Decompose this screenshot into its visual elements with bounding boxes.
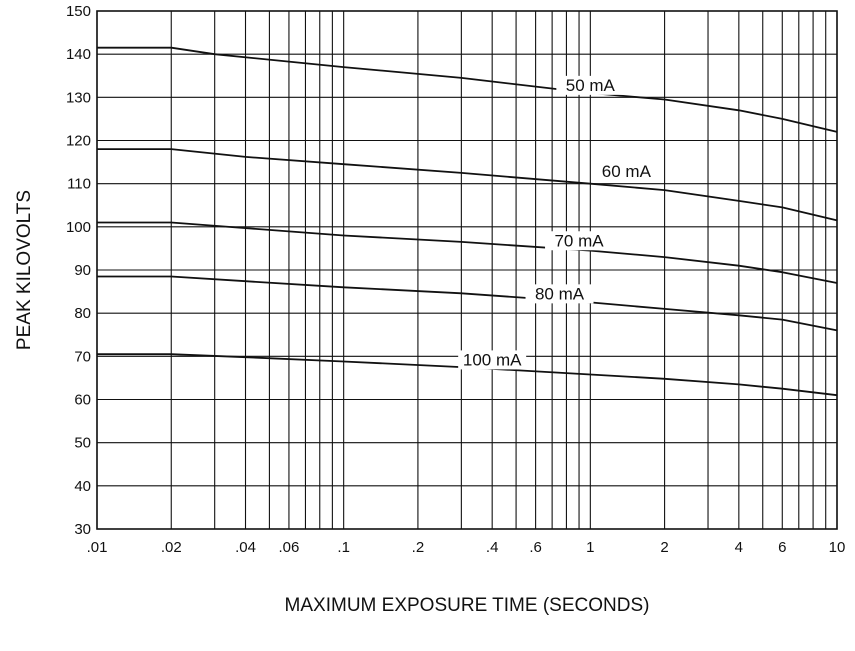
series-label-50-ma: 50 mA <box>566 76 616 95</box>
y-tick-label: 120 <box>66 133 91 150</box>
y-tick-label: 70 <box>74 348 91 365</box>
x-tick-label: .06 <box>279 539 300 556</box>
series-label-bg <box>556 75 625 95</box>
x-tick-label: .4 <box>486 539 499 556</box>
x-tick-labels: .01 .02 .04 .06 .1 .2 .4 .6 1 2 4 6 10 <box>87 539 846 556</box>
x-tick-label: .02 <box>161 539 182 556</box>
series-line-70-ma <box>97 221 838 284</box>
series-line-50-ma <box>97 46 838 133</box>
y-tick-label: 150 <box>66 3 91 20</box>
x-axis-title: MAXIMUM EXPOSURE TIME (SECONDS) <box>285 595 650 616</box>
series-label-100-ma: 100 mA <box>463 350 522 369</box>
series-line-100-ma <box>97 353 838 397</box>
series-label-bg <box>525 284 594 304</box>
y-axis-title: PEAK KILOVOLTS <box>14 190 35 350</box>
x-tick-label: 10 <box>829 539 846 556</box>
series-label-70-ma: 70 mA <box>554 231 604 250</box>
y-tick-label: 80 <box>74 305 91 322</box>
gridlines <box>96 10 838 530</box>
y-tick-label: 40 <box>74 478 91 495</box>
series-label-60-ma: 60 mA <box>602 162 652 181</box>
series-label-bg <box>545 231 614 251</box>
series-label-80-ma: 80 mA <box>535 284 585 303</box>
x-tick-label: .6 <box>529 539 542 556</box>
y-tick-label: 50 <box>74 435 91 452</box>
y-tick-labels: 30 40 50 60 70 80 90 100 110 120 130 140 150 <box>66 3 91 538</box>
x-tick-label: 6 <box>778 539 786 556</box>
y-tick-label: 30 <box>74 521 91 538</box>
y-tick-label: 140 <box>66 46 91 63</box>
y-tick-label: 100 <box>66 219 91 236</box>
y-tick-label: 130 <box>66 89 91 106</box>
plot-frame <box>96 10 838 530</box>
y-tick-label: 110 <box>67 176 91 193</box>
x-tick-label: .01 <box>87 539 108 556</box>
series-lines: 50 mA 60 mA 70 mA 80 mA 100 mA <box>97 46 838 397</box>
series-label-bg <box>592 162 661 182</box>
x-tick-label: 2 <box>660 539 668 556</box>
series-label-bg <box>458 350 527 370</box>
x-tick-label: 1 <box>586 539 594 556</box>
x-tick-label: .04 <box>235 539 256 556</box>
x-tick-label: .2 <box>412 539 425 556</box>
y-tick-label: 60 <box>74 392 91 409</box>
x-tick-label: .1 <box>337 539 350 556</box>
x-tick-label: 4 <box>735 539 743 556</box>
y-tick-label: 90 <box>74 262 91 279</box>
series-line-60-ma <box>97 148 838 222</box>
